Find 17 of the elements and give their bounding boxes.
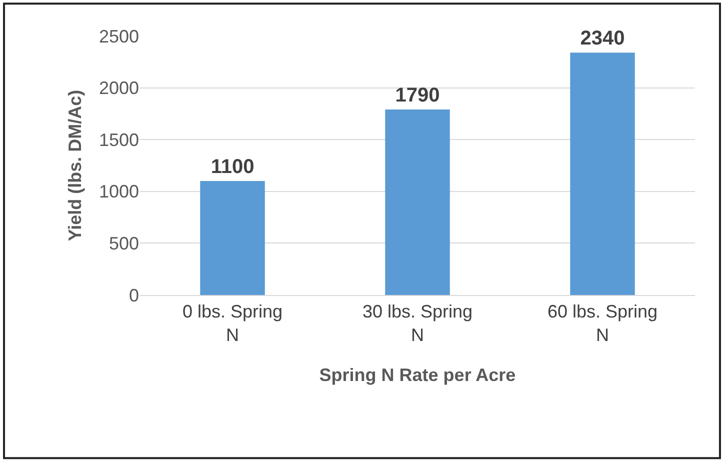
data-label: 1790: [395, 84, 440, 107]
bar: [200, 181, 265, 295]
y-tick-label: 2500: [98, 26, 139, 46]
y-tick-label: 2000: [98, 78, 139, 98]
y-tick-label: 500: [108, 234, 139, 254]
data-label: 2340: [580, 28, 625, 50]
y-tick-label: 1000: [98, 182, 139, 202]
bar: [385, 110, 450, 295]
y-tick-label: 0: [128, 285, 139, 306]
x-tick-label: 0 lbs. Spring N: [182, 302, 283, 345]
bar: [570, 52, 635, 295]
data-label: 1100: [210, 156, 254, 178]
x-tick-label: 30 lbs. Spring N: [362, 302, 473, 345]
y-axis-title: Yield (lbs. DM/Ac): [65, 90, 86, 242]
x-axis-title: Spring N Rate per Acre: [319, 365, 516, 386]
y-tick-label: 1500: [98, 130, 139, 150]
x-tick-label: 60 lbs. Spring N: [547, 302, 658, 345]
